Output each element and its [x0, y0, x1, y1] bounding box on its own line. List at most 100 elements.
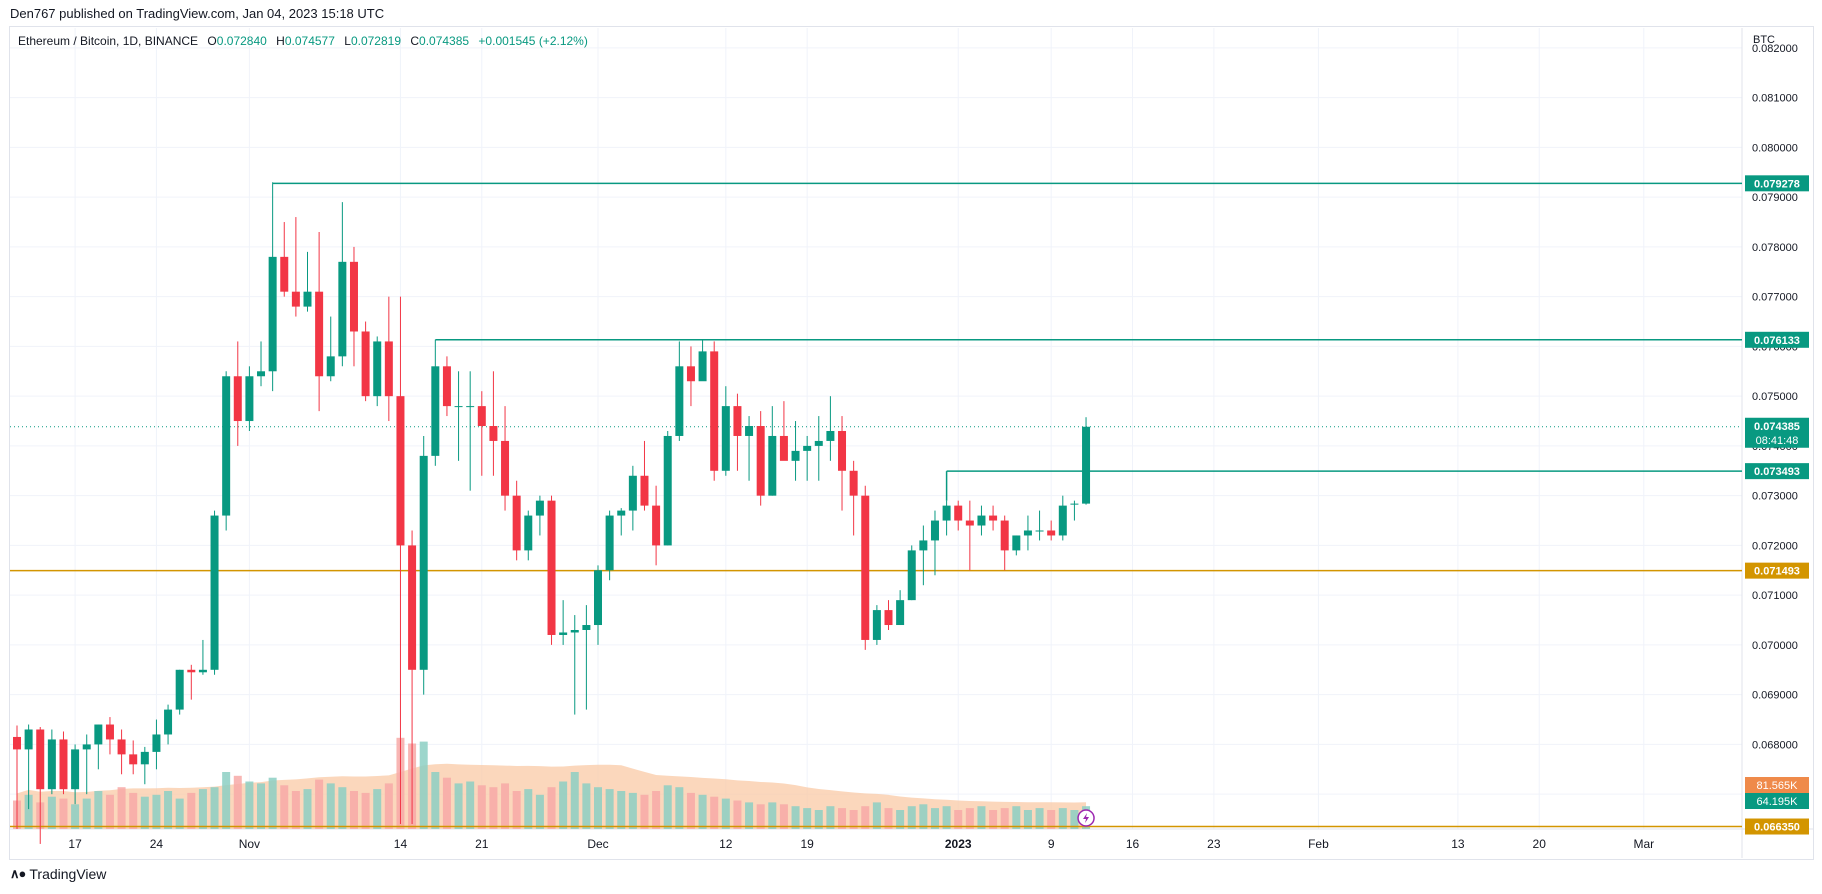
candle-body	[373, 341, 382, 397]
candle-body	[733, 406, 742, 436]
volume-bar	[512, 791, 521, 829]
volume-bar	[919, 804, 928, 829]
volume-bar	[245, 781, 254, 829]
volume-bar	[187, 792, 196, 829]
y-tick-label: 0.078000	[1752, 242, 1798, 254]
volume-bar	[617, 791, 626, 829]
volume-bar	[117, 787, 126, 829]
volume-bar	[94, 791, 103, 829]
candle-body	[628, 475, 637, 511]
volume-bar	[652, 791, 661, 829]
volume-bar	[373, 789, 382, 829]
candle-body	[745, 426, 754, 436]
volume-bar	[129, 792, 138, 829]
candle-body	[907, 550, 916, 601]
candle-body	[721, 406, 730, 471]
volume-bar	[884, 808, 893, 829]
candle-body	[82, 744, 91, 750]
volume-bar	[791, 806, 800, 829]
candle-body	[605, 515, 614, 571]
candle-body	[1082, 426, 1091, 504]
candle-body	[24, 729, 33, 750]
level-price-tag	[1745, 331, 1809, 348]
candle-body	[140, 751, 149, 765]
y-tick-label: 0.069000	[1752, 690, 1798, 702]
candle-body	[152, 734, 161, 752]
x-tick-label: 14	[394, 837, 408, 851]
change-value: +0.001545 (+2.12%)	[478, 34, 588, 48]
volume-bar	[466, 781, 475, 829]
candle-body	[977, 515, 986, 526]
x-tick-label: 9	[1048, 837, 1055, 851]
candle-body	[594, 570, 602, 626]
candle-body	[686, 366, 695, 382]
candle-body	[408, 545, 417, 670]
candle-body	[663, 435, 672, 546]
open-label: O	[207, 34, 217, 48]
chart-frame	[9, 26, 1814, 860]
volume-last-tag	[1745, 793, 1809, 809]
last-price-label: 0.074385	[1754, 421, 1800, 433]
volume-bar	[1070, 810, 1079, 829]
volume-bar	[977, 806, 986, 829]
volume-bar	[779, 804, 788, 829]
volume-bar	[814, 810, 823, 829]
volume-bar	[257, 783, 266, 829]
last-price-tag	[1745, 417, 1809, 448]
candle-body	[954, 505, 963, 521]
volume-bar	[210, 787, 219, 829]
volume-bar	[419, 741, 428, 829]
volume-bar	[872, 802, 881, 829]
candle-body	[338, 261, 347, 357]
close-value: 0.074385	[419, 34, 470, 48]
candle-body	[1035, 530, 1044, 532]
candle-body	[1058, 505, 1067, 536]
candle-body	[315, 291, 324, 377]
candle-body	[222, 376, 231, 516]
candle-body	[884, 610, 893, 626]
volume-bar	[1000, 808, 1009, 829]
y-tick-label: 0.071000	[1752, 590, 1798, 602]
volume-bar	[280, 785, 289, 829]
volume-bar	[24, 794, 33, 829]
x-tick-label: 24	[150, 837, 164, 851]
candle-body	[280, 256, 289, 292]
candle-body	[349, 261, 358, 332]
candle-body	[36, 729, 45, 790]
y-tick-label: 0.082000	[1752, 43, 1798, 55]
footer-brand[interactable]: ∧● TradingView	[10, 866, 106, 882]
x-tick-label: Mar	[1633, 837, 1654, 851]
candle-body	[233, 376, 242, 422]
volume-ma-label: 81.565K	[1757, 780, 1799, 792]
volume-bar	[849, 810, 858, 829]
candle-body	[942, 505, 951, 521]
x-tick-label: 23	[1207, 837, 1221, 851]
candle-body	[477, 406, 486, 427]
high-label: H	[276, 34, 285, 48]
candle-body	[501, 440, 510, 496]
volume-bar	[582, 783, 591, 829]
candle-body	[768, 435, 777, 496]
y-tick-label: 0.075000	[1752, 391, 1798, 403]
volume-bar	[361, 792, 370, 829]
volume-bar	[896, 810, 905, 829]
volume-bar	[756, 804, 765, 829]
brand-name: TradingView	[29, 866, 107, 882]
candle-body	[442, 366, 451, 407]
candle-body	[710, 351, 719, 471]
volume-bar	[954, 810, 963, 829]
candle-body	[838, 430, 847, 471]
candle-body	[652, 505, 661, 546]
candle-body	[129, 754, 138, 765]
low-label: L	[344, 34, 351, 48]
volume-bar	[489, 787, 498, 829]
candle-body	[779, 435, 788, 461]
candle-body	[849, 470, 858, 496]
x-tick-label: Feb	[1308, 837, 1329, 851]
volume-bar	[663, 785, 672, 829]
volume-bar	[222, 772, 231, 829]
volume-bar	[559, 781, 568, 829]
volume-bar	[570, 772, 579, 829]
candle-body	[466, 406, 475, 408]
